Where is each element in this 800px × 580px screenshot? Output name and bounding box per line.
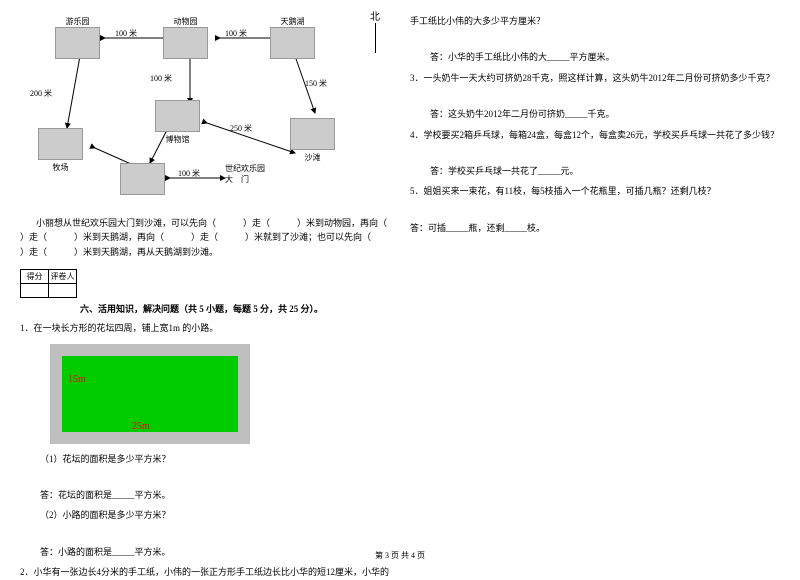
- q4-intro: 4．学校要买2箱乒乓球，每箱24盒，每盒12个，每盒卖26元，学校买乒乓球一共花…: [410, 128, 780, 142]
- img-youleyuan: [55, 27, 100, 59]
- north-label: 北: [370, 12, 380, 23]
- q1-intro: 1．在一块长方形的花坛四周，铺上宽1m 的小路。: [20, 321, 390, 335]
- label-muchang: 牧场: [53, 163, 69, 172]
- q2-intro: 2．小华有一张边长4分米的手工纸，小伟的一张正方形手工纸边长比小华的短12厘米，…: [20, 565, 390, 579]
- img-dongwuyuan: [163, 27, 208, 59]
- node-dongwuyuan: 动物园: [163, 16, 208, 61]
- score-blank2: [49, 284, 77, 298]
- label-youleyuan: 游乐园: [66, 17, 90, 26]
- label-damen2: 大 门: [225, 175, 249, 184]
- q3-ans: 答：这头奶牛2012年二月份可挤奶_____千克。: [430, 107, 780, 121]
- img-muchang: [38, 128, 83, 160]
- q1-sub2: （2）小路的面积是多少平方米？: [40, 508, 390, 522]
- node-damen: [120, 163, 165, 197]
- dist-7: 100 米: [178, 168, 200, 179]
- map-diagram: 北 游乐园 动物园 天鹅湖: [20, 8, 390, 208]
- dist-3: 100 米: [150, 73, 172, 84]
- score-cell-defen: 得分: [21, 270, 49, 284]
- map-line1: 小丽想从世纪欢乐园大门到沙滩，可以先向（ ）走（ ）米到动物园，再向（: [36, 218, 387, 228]
- q5-ans: 答：可插_____瓶，还剩_____枝。: [410, 221, 780, 235]
- q2-cont: 手工纸比小伟的大多少平方厘米？: [410, 14, 780, 28]
- garden-diagram: 15m 25m: [50, 344, 250, 444]
- q1-sub1: （1）花坛的面积是多少平方米？: [40, 452, 390, 466]
- dist-4: 150 米: [305, 78, 327, 89]
- label-tianehu: 天鹅湖: [281, 17, 305, 26]
- label-bowuguan: 博物馆: [166, 135, 190, 144]
- dist-5: 200 米: [30, 88, 52, 99]
- map-line2: ）走（ ）米到天鹅湖，再向（ ）走（ ）米就到了沙滩；也可以先向（: [20, 232, 371, 242]
- score-cell-pingjuan: 评卷人: [49, 270, 77, 284]
- score-table: 得分 评卷人: [20, 269, 77, 298]
- page-footer: 第 3 页 共 4 页: [0, 550, 800, 561]
- q1-ans1: 答：花坛的面积是_____平方米。: [40, 488, 390, 502]
- garden-height: 15m: [68, 374, 86, 385]
- label-shatan: 沙滩: [305, 153, 321, 162]
- map-line3: ）走（ ）米到天鹅湖，再从天鹅湖到沙滩。: [20, 247, 218, 257]
- dist-6: 250 米: [230, 123, 252, 134]
- node-youleyuan: 游乐园: [55, 16, 100, 61]
- map-question-text: 小丽想从世纪欢乐园大门到沙滩，可以先向（ ）走（ ）米到动物园，再向（ ）走（ …: [20, 216, 390, 259]
- img-shatan: [290, 118, 335, 150]
- q5-intro: 5．姐姐买来一束花，有11枝，每5枝插入一个花瓶里，可插几瓶？还剩几枝？: [410, 184, 780, 198]
- q2-ans: 答：小华的手工纸比小伟的大_____平方厘米。: [430, 50, 780, 64]
- score-blank1: [21, 284, 49, 298]
- label-damen1: 世纪欢乐园: [225, 164, 265, 173]
- node-bowuguan: 博物馆: [155, 100, 200, 145]
- node-muchang: 牧场: [38, 128, 83, 173]
- label-dongwuyuan: 动物园: [174, 17, 198, 26]
- q4-ans: 答：学校买乒乓球一共花了_____元。: [430, 164, 780, 178]
- q3-intro: 3．一头奶牛一天大约可挤奶28千克，照这样计算，这头奶牛2012年二月份可挤奶多…: [410, 71, 780, 85]
- node-shatan: 沙滩: [290, 118, 335, 163]
- dist-1: 100 米: [115, 28, 137, 39]
- node-tianehu: 天鹅湖: [270, 16, 315, 61]
- img-damen: [120, 163, 165, 195]
- garden-width: 25m: [132, 421, 150, 432]
- img-tianehu: [270, 27, 315, 59]
- north-indicator: 北: [370, 8, 380, 53]
- section6-title: 六、活用知识，解决问题（共 5 小题，每题 5 分，共 25 分）。: [80, 302, 390, 315]
- dist-2: 100 米: [225, 28, 247, 39]
- node-damen-label: 世纪欢乐园 大 门: [225, 163, 265, 185]
- img-bowuguan: [155, 100, 200, 132]
